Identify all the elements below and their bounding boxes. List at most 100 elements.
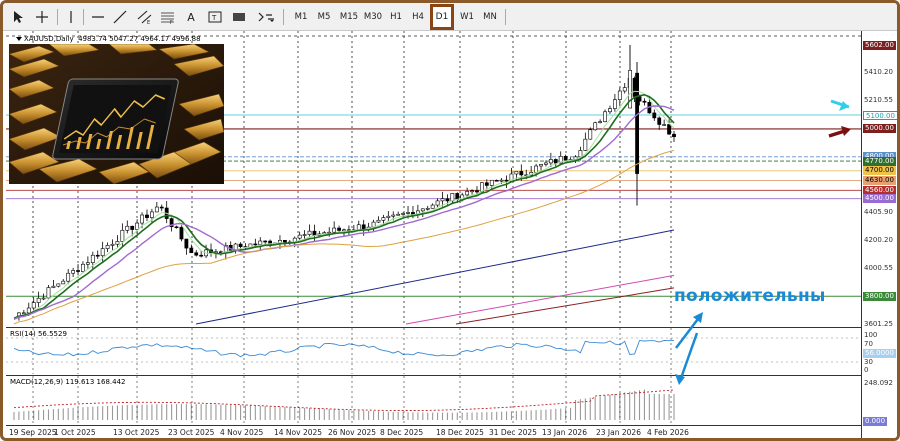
- timeframe-m5[interactable]: M5: [317, 12, 331, 22]
- timeframe-m15[interactable]: M15: [339, 12, 359, 22]
- candle-body: [76, 270, 80, 272]
- candle-body: [642, 100, 647, 103]
- candle-body: [332, 227, 337, 233]
- candle-body: [307, 230, 312, 235]
- candle-body: [179, 226, 184, 240]
- candle-body: [238, 243, 243, 247]
- timeframe-m30[interactable]: M30: [363, 12, 383, 22]
- candle-body: [544, 162, 548, 165]
- price-tag: 5602.00: [863, 40, 896, 50]
- rsi-level-70: 70: [864, 340, 873, 348]
- svg-text:F: F: [170, 20, 173, 24]
- blue-arrow-up-icon: [675, 312, 703, 349]
- cyan-arrow-icon: [830, 99, 850, 111]
- time-label: 13 Jan 2026: [542, 428, 587, 437]
- cursor-icon[interactable]: [9, 7, 27, 27]
- candle-body: [115, 241, 120, 245]
- candle-body: [553, 159, 558, 164]
- gold-bars-image: [9, 44, 224, 184]
- price-tag: 4500.00: [863, 194, 896, 204]
- macd-pane[interactable]: MACD(12,26,9) 119.613 168.442: [6, 375, 861, 426]
- candle-body: [539, 164, 543, 167]
- macd-label: MACD(12,26,9) 119.613 168.442: [10, 378, 126, 386]
- candle-body: [445, 198, 450, 202]
- time-label: 18 Dec 2025: [436, 428, 484, 437]
- candle-body: [41, 297, 46, 300]
- horizontal-line-icon[interactable]: [89, 7, 107, 27]
- candle-body: [327, 231, 332, 234]
- candle-body: [282, 239, 287, 243]
- time-label: 14 Nov 2025: [274, 428, 323, 437]
- timeframe-d1[interactable]: D1: [430, 4, 454, 30]
- price-label: 3601.25: [864, 320, 893, 328]
- ma-maroon-line: [455, 287, 675, 325]
- price-chart-canvas: [6, 31, 861, 325]
- candle-body: [480, 182, 484, 193]
- drawing-toolbar: E F A T M1 M5 M15 M30 H1 H4 D1 W1 MN: [3, 3, 897, 31]
- candle-body: [31, 302, 36, 309]
- candle-body: [174, 226, 179, 229]
- candle-body: [342, 229, 346, 232]
- candle-body: [258, 240, 263, 246]
- candle-body: [337, 227, 341, 231]
- timeframe-mn[interactable]: MN: [483, 12, 497, 22]
- price-label: 4405.90: [864, 207, 893, 216]
- candle-body: [100, 248, 105, 257]
- candle-body: [628, 70, 633, 109]
- candle-body: [622, 87, 627, 92]
- candle-body: [386, 215, 391, 218]
- candle-body: [598, 121, 603, 124]
- candle-body: [430, 204, 435, 209]
- price-axis[interactable]: 100 70 56.0000 30 0 248.092 0.000 5410.2…: [861, 31, 897, 438]
- timeframe-h1[interactable]: H1: [390, 12, 402, 22]
- candle-body: [514, 171, 519, 175]
- symbol-info: XAUUSD,Daily 4983.74 5047.27 4964.17 499…: [16, 35, 201, 43]
- candle-body: [120, 229, 125, 242]
- candle-body: [635, 72, 640, 174]
- price-tag: 4560.00: [863, 185, 896, 195]
- candle-body: [499, 179, 504, 182]
- crosshair-icon[interactable]: [33, 7, 51, 27]
- candle-body: [145, 214, 149, 218]
- timeframe-m1[interactable]: M1: [294, 12, 308, 22]
- time-label: 26 Nov 2025: [328, 428, 377, 437]
- candle-body: [85, 262, 90, 265]
- rsi-canvas: [6, 328, 861, 374]
- price-chart[interactable]: XAUUSD,Daily 4983.74 5047.27 4964.17 499…: [6, 31, 861, 325]
- price-tag: 3800.00: [863, 291, 896, 301]
- symbol-marker-icon: [16, 37, 22, 41]
- ma-green-line: [13, 93, 675, 320]
- rsi-pane[interactable]: RSI(14) 56.5529: [6, 327, 861, 374]
- trendline-icon[interactable]: [111, 7, 129, 27]
- vertical-line-icon[interactable]: [63, 7, 79, 27]
- candle-body: [297, 234, 302, 239]
- price-tag: 4700.00: [863, 166, 896, 176]
- channel-icon[interactable]: E: [135, 7, 155, 27]
- candle-body: [662, 124, 667, 126]
- candle-body: [494, 179, 499, 182]
- label-icon[interactable]: T: [206, 7, 224, 27]
- rectangle-icon[interactable]: [230, 7, 248, 27]
- text-tool-button[interactable]: A: [187, 10, 195, 24]
- shapes-icon[interactable]: [255, 7, 277, 27]
- candle-body: [603, 111, 607, 122]
- time-label: 1 Oct 2025: [54, 428, 96, 437]
- ma-magenta-line: [405, 274, 675, 325]
- time-label: 23 Jan 2026: [596, 428, 641, 437]
- candle-body: [381, 217, 386, 221]
- timeframe-h4[interactable]: H4: [412, 12, 424, 22]
- candle-body: [563, 156, 568, 161]
- timeframe-w1[interactable]: W1: [460, 12, 474, 22]
- candle-body: [189, 247, 194, 254]
- candle-body: [475, 190, 479, 193]
- symbol-name: XAUUSD,Daily: [24, 35, 74, 43]
- svg-text:E: E: [147, 20, 150, 24]
- price-tag: 5000.00: [863, 124, 896, 134]
- rsi-level-0: 0: [864, 366, 869, 374]
- candle-body: [140, 214, 144, 224]
- candle-body: [56, 283, 61, 287]
- fibo-channel-icon[interactable]: F: [158, 7, 178, 27]
- ma-light-green-line: [13, 90, 675, 319]
- rsi-label: RSI(14) 56.5529: [10, 330, 67, 338]
